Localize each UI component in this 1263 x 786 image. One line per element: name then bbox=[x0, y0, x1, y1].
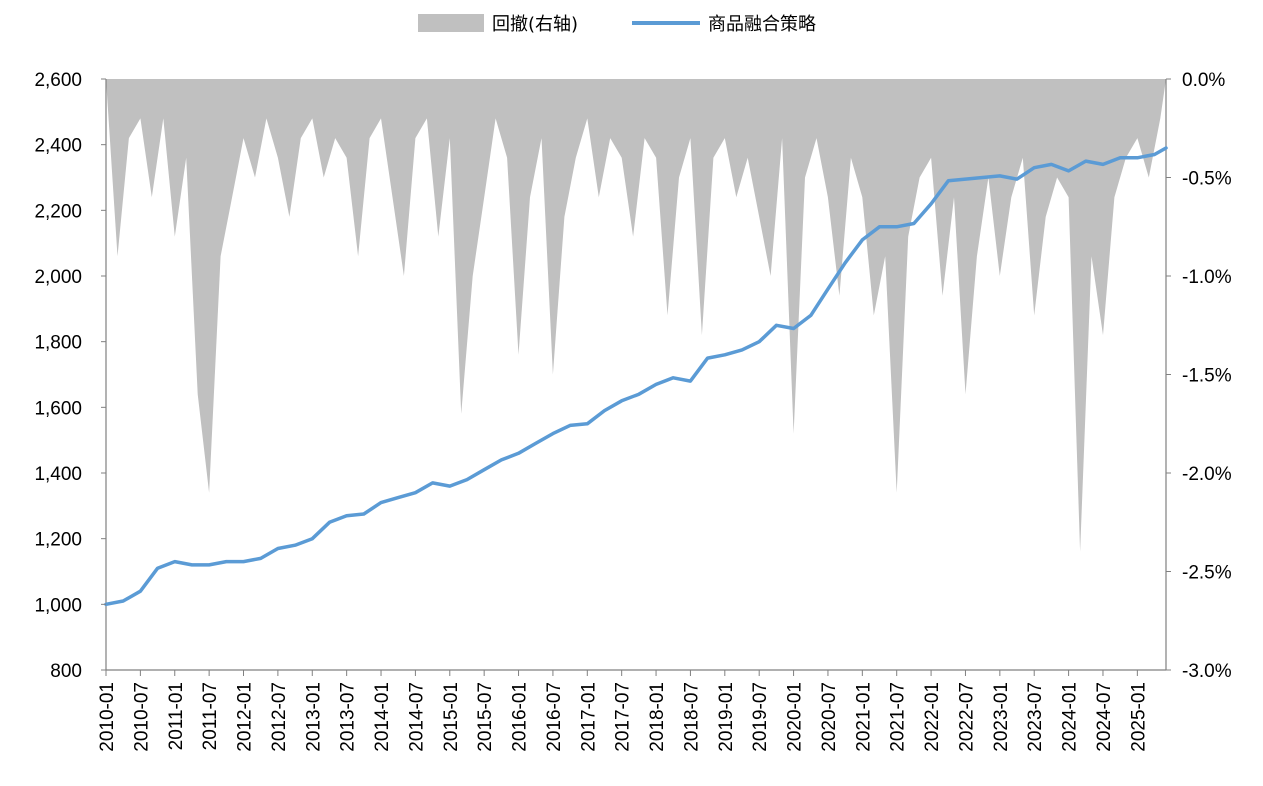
left-y-tick-label: 2,000 bbox=[34, 267, 82, 288]
right-y-tick-label: 0.0% bbox=[1182, 70, 1225, 91]
x-tick-label: 2020-07 bbox=[819, 682, 840, 752]
strategy-line-layer bbox=[104, 146, 1168, 607]
right-y-tick-label: -3.0% bbox=[1182, 661, 1232, 682]
x-tick-label: 2016-01 bbox=[510, 682, 531, 752]
left-y-tick-label: 1,200 bbox=[34, 530, 82, 551]
right-y-tick-label: -1.0% bbox=[1182, 267, 1232, 288]
x-tick-label: 2025-01 bbox=[1128, 682, 1149, 752]
left-y-axis-ticks: 800 1,000 1,200 1,400 1,600 1,800 2,000 2,200 2,… bbox=[34, 70, 106, 682]
x-tick-label: 2012-07 bbox=[269, 682, 290, 752]
x-tick-label: 2017-07 bbox=[613, 682, 634, 752]
x-axis-ticks: 2010-01 2010-07 2011-01 2011-07 2012-01 2012-… bbox=[97, 670, 1149, 752]
left-y-tick-label: 1,000 bbox=[34, 595, 82, 616]
x-tick-label: 2018-01 bbox=[647, 682, 668, 752]
x-tick-label: 2023-07 bbox=[1025, 682, 1046, 752]
x-tick-label: 2010-07 bbox=[131, 682, 152, 752]
legend: 回撤(右轴) 商品融合策略 bbox=[418, 14, 816, 35]
drawdown-area-layer bbox=[106, 79, 1166, 552]
x-tick-label: 2018-07 bbox=[681, 682, 702, 752]
right-y-tick-label: -2.0% bbox=[1182, 464, 1232, 485]
x-tick-label: 2014-07 bbox=[406, 682, 427, 752]
x-tick-label: 2022-01 bbox=[922, 682, 943, 752]
x-tick-label: 2023-01 bbox=[991, 682, 1012, 752]
left-y-tick-label: 1,400 bbox=[34, 464, 82, 485]
left-y-tick-label: 2,600 bbox=[34, 70, 82, 91]
strategy-line bbox=[104, 146, 1168, 607]
x-tick-label: 2013-01 bbox=[303, 682, 324, 752]
left-y-tick-label: 1,800 bbox=[34, 333, 82, 354]
right-y-tick-label: -0.5% bbox=[1182, 169, 1232, 190]
drawdown-area bbox=[106, 79, 1166, 552]
x-tick-label: 2019-07 bbox=[750, 682, 771, 752]
right-y-axis-ticks: 0.0% -0.5% -1.0% -1.5% -2.0% -2.5% -3.0% bbox=[1166, 70, 1232, 682]
right-y-tick-label: -1.5% bbox=[1182, 366, 1232, 387]
x-tick-label: 2013-07 bbox=[338, 682, 359, 752]
x-tick-label: 2012-01 bbox=[235, 682, 256, 752]
legend-swatch-drawdown bbox=[418, 14, 484, 32]
x-tick-label: 2024-01 bbox=[1060, 682, 1081, 752]
left-y-tick-label: 2,200 bbox=[34, 201, 82, 222]
x-tick-label: 2020-01 bbox=[785, 682, 806, 752]
x-tick-label: 2015-01 bbox=[441, 682, 462, 752]
left-y-tick-label: 2,400 bbox=[34, 136, 82, 157]
x-tick-label: 2010-01 bbox=[97, 682, 118, 752]
x-tick-label: 2015-07 bbox=[475, 682, 496, 752]
x-tick-label: 2011-07 bbox=[200, 682, 221, 750]
x-tick-label: 2021-01 bbox=[853, 682, 874, 752]
x-tick-label: 2011-01 bbox=[166, 682, 187, 750]
x-tick-label: 2017-01 bbox=[578, 682, 599, 752]
right-y-tick-label: -2.5% bbox=[1182, 563, 1232, 584]
x-tick-label: 2016-07 bbox=[544, 682, 565, 752]
x-tick-label: 2024-07 bbox=[1094, 682, 1115, 752]
left-y-tick-label: 1,600 bbox=[34, 398, 82, 419]
legend-label-strategy: 商品融合策略 bbox=[708, 14, 816, 35]
legend-label-drawdown: 回撤(右轴) bbox=[492, 14, 578, 35]
left-y-tick-label: 800 bbox=[50, 661, 82, 682]
x-tick-label: 2021-07 bbox=[888, 682, 909, 752]
x-tick-label: 2022-07 bbox=[956, 682, 977, 752]
x-tick-label: 2019-01 bbox=[716, 682, 737, 752]
x-tick-label: 2014-01 bbox=[372, 682, 393, 752]
